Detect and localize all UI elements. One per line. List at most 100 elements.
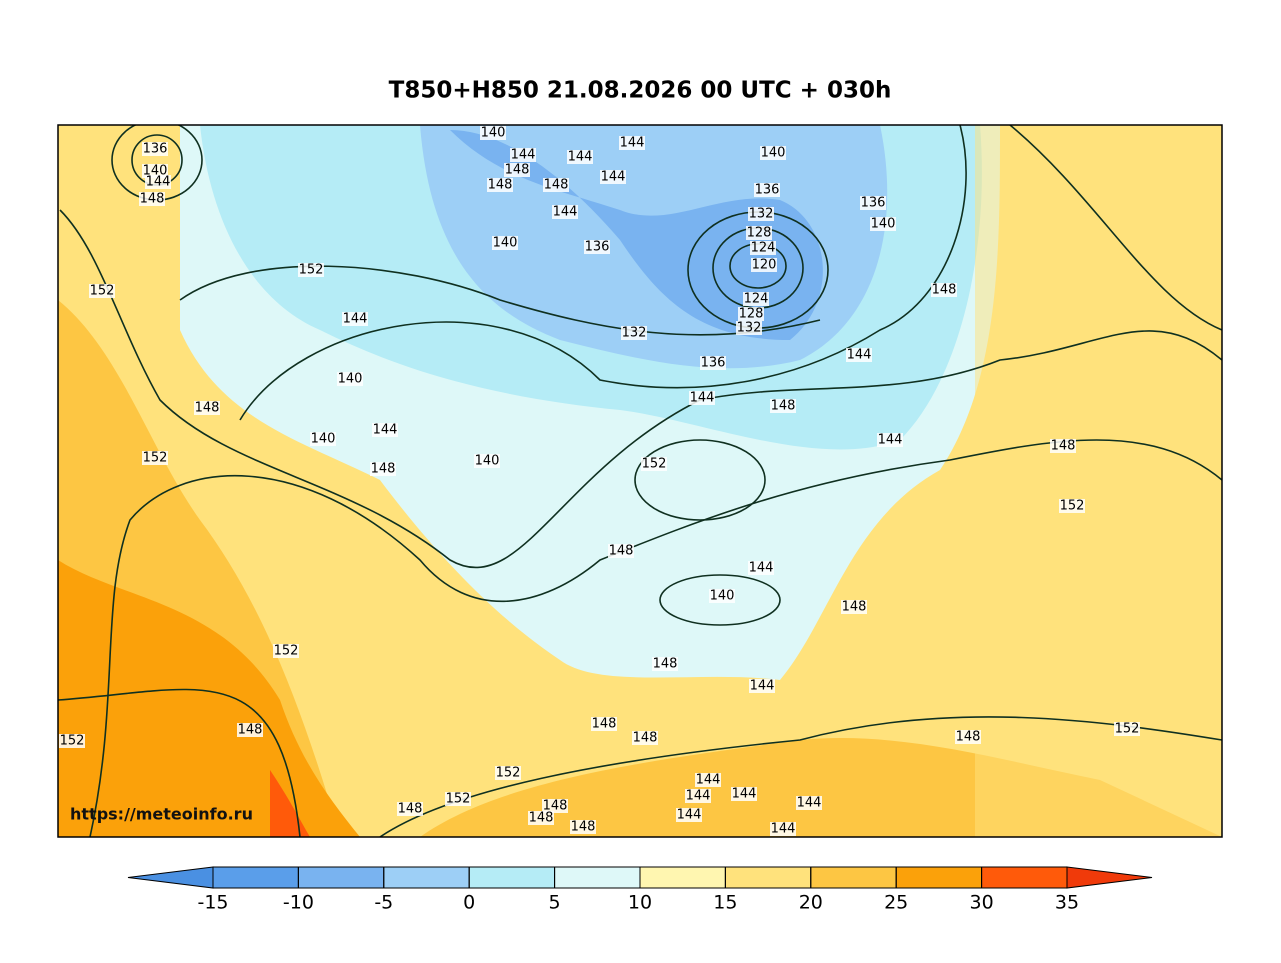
- contour-label: 148: [1051, 439, 1076, 454]
- map-frame: [57, 124, 1223, 838]
- contour-label: 140: [761, 146, 786, 161]
- label-background: [796, 796, 822, 810]
- contour-label: 128: [747, 226, 772, 241]
- contour-label: 140: [493, 236, 518, 251]
- contour-label: 152: [90, 284, 115, 299]
- colorbar-extension-high: [1066, 866, 1153, 889]
- contour-label: 144: [732, 787, 757, 802]
- hottest-region: [270, 770, 310, 837]
- label-background: [750, 241, 776, 255]
- label-background: [731, 787, 757, 801]
- contour-label: 148: [842, 600, 867, 615]
- label-background: [632, 731, 658, 745]
- label-background: [89, 284, 115, 298]
- label-background: [743, 292, 769, 306]
- hot-region: [58, 560, 360, 837]
- label-background: [770, 822, 796, 836]
- contour-label: 144: [878, 433, 903, 448]
- contour-label: 152: [60, 734, 85, 749]
- contour-label: 144: [620, 136, 645, 151]
- colorbar-bin: [383, 866, 470, 889]
- contour-label: 152: [446, 792, 471, 807]
- contour-label: 148: [195, 401, 220, 416]
- label-background: [619, 136, 645, 150]
- colorbar-bin: [639, 866, 726, 889]
- contour-label: 152: [496, 766, 521, 781]
- label-background: [641, 457, 667, 471]
- label-background: [310, 432, 336, 446]
- contour-label: 148: [371, 462, 396, 477]
- contour-label: 124: [751, 241, 776, 256]
- contour-label: 148: [633, 731, 658, 746]
- contour-label: 136: [143, 142, 168, 157]
- contour-label: 140: [311, 432, 336, 447]
- label-background: [751, 258, 777, 272]
- label-background: [676, 808, 702, 822]
- label-background: [543, 178, 569, 192]
- colorbar-bin: [724, 866, 812, 889]
- label-background: [748, 561, 774, 575]
- label-background: [931, 283, 957, 297]
- contour-label: 144: [690, 391, 715, 406]
- label-background: [846, 348, 872, 362]
- label-background: [695, 773, 721, 787]
- label-background: [237, 723, 263, 737]
- label-background: [591, 717, 617, 731]
- contour-label: 144: [511, 148, 536, 163]
- contour-label: 144: [373, 423, 398, 438]
- colorbar-tick-label: 15: [713, 892, 737, 914]
- label-background: [748, 207, 774, 221]
- label-background: [342, 312, 368, 326]
- contour-label: 124: [744, 292, 769, 307]
- colorbar-bin: [810, 866, 897, 889]
- label-background: [194, 401, 220, 415]
- label-background: [860, 196, 886, 210]
- label-background: [370, 462, 396, 476]
- colorbar-tick-label: -10: [283, 892, 314, 914]
- label-background: [754, 183, 780, 197]
- label-background: [445, 792, 471, 806]
- contour-label: 148: [653, 657, 678, 672]
- contour-label: 136: [701, 356, 726, 371]
- contour-label: 148: [956, 730, 981, 745]
- label-background: [372, 423, 398, 437]
- contour-label: 148: [398, 802, 423, 817]
- contour-label: 148: [488, 178, 513, 193]
- contour-label: 140: [338, 372, 363, 387]
- contour-label: 148: [571, 820, 596, 835]
- contour-label: 144: [847, 348, 872, 363]
- label-background: [480, 126, 506, 140]
- contour-label: 140: [710, 589, 735, 604]
- label-background: [1050, 439, 1076, 453]
- label-background: [59, 734, 85, 748]
- label-background: [142, 164, 168, 178]
- contours: [58, 125, 1222, 837]
- contour-label: 148: [505, 163, 530, 178]
- label-background: [870, 217, 896, 231]
- label-background: [492, 236, 518, 250]
- contour-label: 148: [932, 283, 957, 298]
- contour-label: 152: [299, 263, 324, 278]
- contour-label: 132: [737, 321, 762, 336]
- label-background: [689, 391, 715, 405]
- contour-label: 136: [585, 240, 610, 255]
- contour-label: 128: [739, 307, 764, 322]
- label-background: [584, 240, 610, 254]
- contour-label: 144: [568, 150, 593, 165]
- label-background: [955, 730, 981, 744]
- colorbar-tick-label: 0: [463, 892, 475, 914]
- label-background: [877, 433, 903, 447]
- contour-label: 136: [861, 196, 886, 211]
- contour-label: 148: [529, 811, 554, 826]
- label-background: [841, 600, 867, 614]
- label-background: [487, 178, 513, 192]
- contour-label: 144: [797, 796, 822, 811]
- label-background: [528, 811, 554, 825]
- contour-label: 148: [140, 192, 165, 207]
- contour-label: 140: [481, 126, 506, 141]
- label-background: [736, 321, 762, 335]
- contour-label: 152: [1115, 722, 1140, 737]
- label-background: [474, 454, 500, 468]
- label-background: [1059, 499, 1085, 513]
